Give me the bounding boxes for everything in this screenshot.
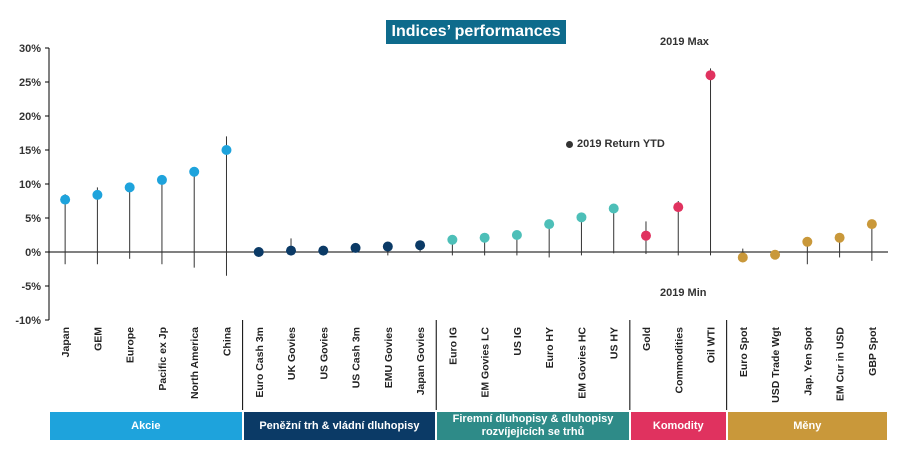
group-label: Firemní dluhopisy & dluhopisy rozvíjejíc… [437,412,629,440]
y-tick-label: 20% [19,111,41,123]
y-tick-label: 5% [25,213,41,225]
data-point [415,240,426,251]
annotation-max: 2019 Max [660,36,709,48]
category-label: EM Cur in USD [835,327,847,402]
data-point [802,236,813,247]
category-label: Jap. Yen Spot [802,327,814,396]
category-label: Gold [641,327,653,351]
group-label: Peněžní trh & vládní dluhopisy [243,412,436,440]
category-label: North America [189,327,201,399]
category-label: EM Govies HC [576,327,588,399]
data-point [511,230,522,240]
category-label: Oil WTI [706,327,718,363]
category-label: Japan [60,327,72,357]
data-point [92,189,103,200]
category-label: USD Trade Wgt [770,327,782,403]
data-point [382,241,393,252]
category-label: GEM [92,327,104,351]
category-label: Japan Govies [415,327,427,395]
category-label: Euro Cash 3m [254,327,266,398]
category-label: US IG [512,327,524,356]
annotation-min: 2019 Min [660,287,707,299]
y-tick-label: 25% [19,77,41,89]
data-point [544,219,555,230]
group-label: Měny [727,412,887,440]
category-label: Europe [125,327,137,363]
data-point [221,145,232,155]
data-point [705,70,716,81]
category-label: Euro Spot [738,327,750,378]
category-label: EM Govies LC [480,327,492,398]
y-tick-label: 10% [19,179,41,191]
data-point [866,219,877,230]
data-point [350,242,361,253]
category-label: US Govies [318,327,330,380]
y-tick-label: 0% [25,247,41,259]
data-point [286,245,297,256]
legend: 2019 Return YTD [566,138,665,150]
category-label: Euro HY [544,327,556,368]
data-point [737,252,748,263]
data-point [253,247,264,257]
y-tick-label: 15% [19,145,41,157]
y-tick-label: 30% [19,43,41,55]
y-tick-label: -10% [15,315,41,327]
legend-dot-icon [566,140,573,148]
data-point [156,174,167,185]
data-point [673,202,684,213]
category-label: US Cash 3m [351,327,363,388]
group-label: Akcie [50,412,242,440]
data-point [189,166,200,177]
category-label: Euro IG [447,327,459,365]
data-point [447,234,458,245]
category-label: UK Govies [286,327,298,380]
data-point [608,203,619,214]
group-label: Komodity [630,412,726,440]
category-label: GBP Spot [867,327,879,376]
data-point [479,232,490,243]
data-point [124,182,135,193]
data-point [770,249,781,260]
data-point [834,232,845,243]
data-point [60,194,71,205]
chart-title: Indices’ performances [386,20,566,44]
data-point [318,245,329,256]
category-label: Pacific ex Jp [157,327,169,391]
category-label: Commodities [673,327,685,394]
y-tick-label: -5% [21,281,41,293]
category-label: US HY [609,327,621,359]
data-point [576,212,587,223]
category-label: EMU Govies [383,327,395,388]
data-point [640,230,651,241]
legend-label: 2019 Return YTD [577,138,665,150]
category-label: China [221,327,233,356]
